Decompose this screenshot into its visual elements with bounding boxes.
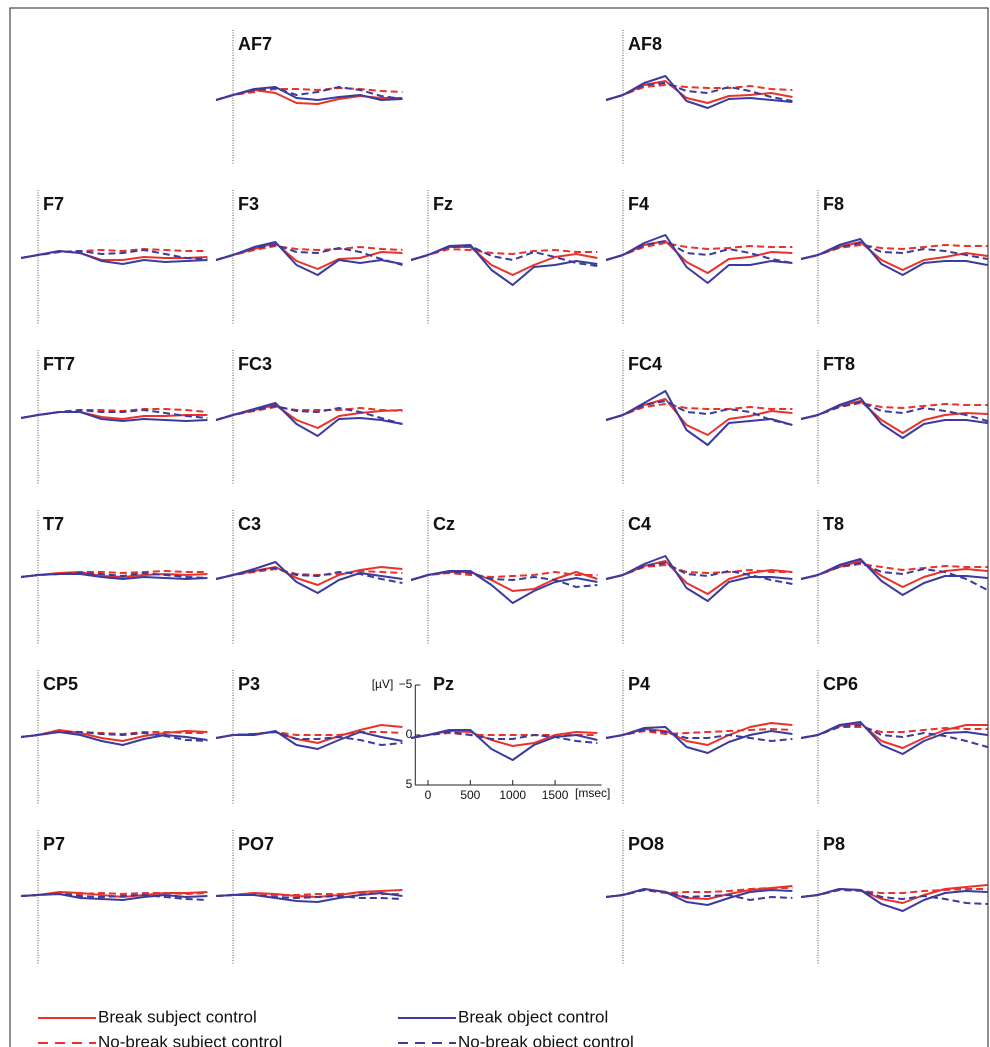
erp-line [215,731,403,746]
erp-line [215,406,403,421]
panel-title: C4 [628,514,651,534]
panel-title: AF8 [628,34,662,54]
erp-line [800,889,988,905]
erp-line [20,572,208,579]
erp-line [605,234,793,284]
erp-line [20,409,208,419]
erp-line [800,558,988,596]
erp-line [215,244,403,266]
panel-title: Fz [433,194,453,214]
erp-line [605,722,793,746]
y-tick-label: 5 [406,777,413,791]
erp-line [605,889,793,901]
y-tick-label: 0 [406,727,413,741]
panel-title: CP5 [43,674,78,694]
panel-title: FC3 [238,354,272,374]
erp-line [215,567,403,584]
erp-line [215,242,403,270]
panel-title: P7 [43,834,65,854]
legend-label: Break subject control [98,1007,257,1026]
y-axis-label: [µV] [372,677,394,691]
frame [9,7,989,1047]
erp-line [605,562,793,585]
panel-title: FT7 [43,354,75,374]
panel-title: Pz [433,674,454,694]
y-tick-label: −5 [399,677,413,691]
panel-title: P3 [238,674,260,694]
panel-title: T7 [43,514,64,534]
erp-line [800,401,988,422]
erp-line [800,562,988,591]
erp-line [800,724,988,748]
panel-title: P4 [628,674,650,694]
panel-title: F3 [238,194,259,214]
x-axis-label: [msec] [575,786,610,800]
erp-line [215,405,403,425]
erp-line [605,82,793,102]
erp-line [215,561,403,594]
erp-line [605,390,793,446]
erp-line [215,402,403,437]
panel-title: Cz [433,514,455,534]
erp-line [410,571,598,588]
panel-title: AF7 [238,34,272,54]
panel-title: P8 [823,834,845,854]
legend-label: Break object control [458,1007,608,1026]
erp-line [800,560,988,588]
panel-title: PO8 [628,834,664,854]
legend-label: No-break object control [458,1032,634,1047]
erp-line [410,244,598,286]
panel-title: C3 [238,514,261,534]
x-tick-label: 1000 [499,788,526,802]
erp-line [800,238,988,276]
panel-title: FT8 [823,354,855,374]
panel-title: F7 [43,194,64,214]
x-tick-label: 500 [460,788,480,802]
erp-line [605,240,793,264]
erp-line [410,731,598,744]
panel-title: F8 [823,194,844,214]
erp-line [800,242,988,260]
erp-line [215,241,403,276]
legend-label: No-break subject control [98,1032,282,1047]
erp-line [605,729,793,742]
erp-line [20,731,208,742]
erp-line [800,244,988,260]
panel-title: PO7 [238,834,274,854]
erp-line [800,397,988,439]
x-tick-label: 1500 [542,788,569,802]
erp-line [215,568,403,580]
erp-line [215,86,403,101]
erp-line [21,893,208,901]
panel-title: CP6 [823,674,858,694]
erp-line [605,84,793,101]
panel-title: T8 [823,514,844,534]
erp-line [216,894,403,900]
erp-line [605,75,793,109]
erp-line [20,249,208,260]
erp-line [410,245,598,267]
x-tick-label: 0 [425,788,432,802]
erp-line [800,722,988,749]
panel-title: F4 [628,194,649,214]
erp-line [800,400,988,434]
panel-title: FC4 [628,354,662,374]
